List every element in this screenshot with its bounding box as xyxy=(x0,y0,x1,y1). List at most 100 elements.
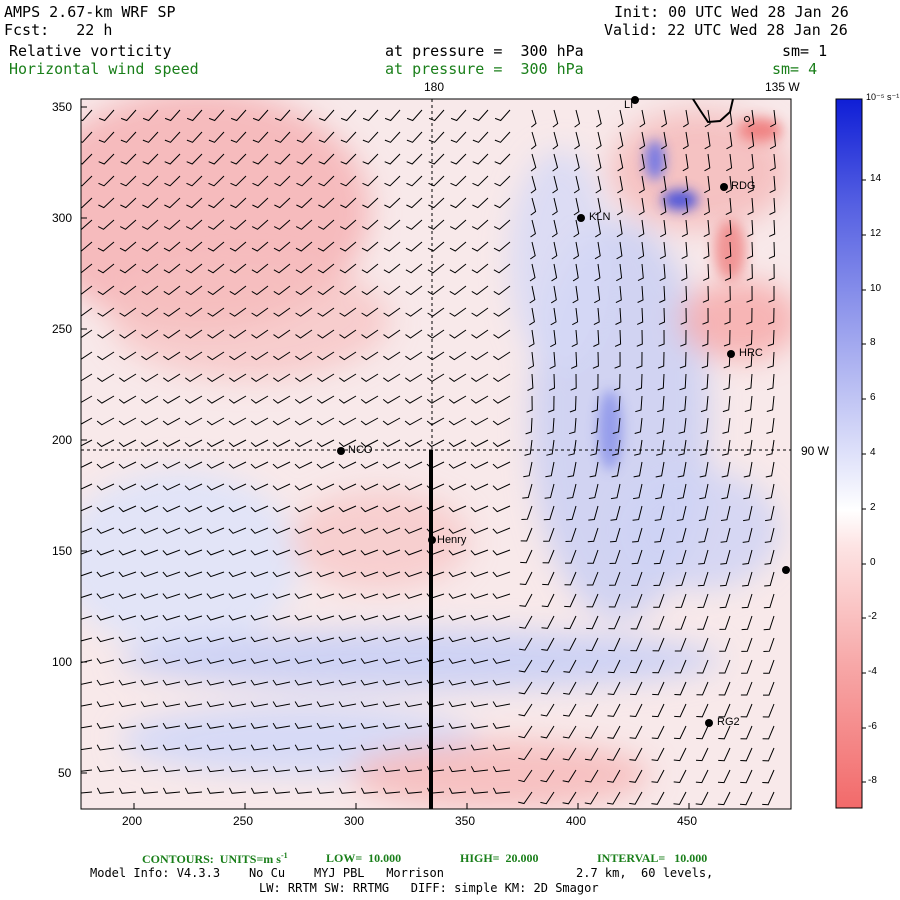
wind-barb xyxy=(382,701,401,708)
wind-barb xyxy=(81,483,93,490)
wind-barb xyxy=(185,241,203,252)
wind-barb xyxy=(563,681,577,695)
wind-barb xyxy=(119,373,137,383)
wind-barb xyxy=(274,109,291,122)
wind-barb xyxy=(494,175,511,187)
wind-barb xyxy=(629,703,643,718)
wind-barb xyxy=(272,483,291,491)
wind-barb xyxy=(680,307,687,325)
wind-barb xyxy=(140,701,159,708)
wind-barb xyxy=(703,219,710,238)
wind-barb xyxy=(162,571,181,578)
wind-barb xyxy=(449,351,467,361)
wind-barb xyxy=(206,417,225,426)
wind-barb xyxy=(404,571,423,578)
wind-barb xyxy=(764,549,775,565)
wind-barb xyxy=(294,483,313,491)
wind-barb xyxy=(492,549,511,556)
wind-barb xyxy=(745,329,753,347)
wind-barb xyxy=(427,263,445,274)
wind-barb xyxy=(610,483,621,500)
wind-barb xyxy=(492,744,511,751)
wind-barb xyxy=(362,197,379,209)
wind-barb xyxy=(767,307,775,325)
wind-barb xyxy=(762,703,775,718)
vorticity-field xyxy=(81,99,791,809)
wind-barb xyxy=(250,787,269,794)
wind-barb xyxy=(493,307,511,317)
wind-barb xyxy=(339,219,357,230)
wind-barb xyxy=(428,175,445,187)
x-tick-200: 200 xyxy=(122,814,143,828)
wind-barb xyxy=(696,703,709,718)
wind-barb xyxy=(572,263,579,282)
wind-barb xyxy=(492,505,511,513)
wind-barb xyxy=(742,571,753,587)
wind-barb xyxy=(81,439,93,447)
wind-barb xyxy=(383,307,401,317)
wind-barb xyxy=(404,549,423,556)
wind-barb xyxy=(316,483,335,491)
wind-barb xyxy=(450,197,467,209)
wind-barb xyxy=(470,461,489,469)
wind-barb xyxy=(118,417,137,426)
wind-barb xyxy=(339,285,357,296)
wind-barb xyxy=(765,461,775,478)
wind-barb xyxy=(382,722,401,729)
wind-barb xyxy=(317,219,335,230)
wind-barb xyxy=(586,571,599,586)
valid-time: Valid: 22 UTC Wed 28 Jan 26 xyxy=(604,21,848,39)
wind-barb xyxy=(608,593,621,608)
wind-barb xyxy=(384,131,401,143)
wind-barb xyxy=(629,725,643,739)
wind-barb xyxy=(450,131,467,143)
wind-barb xyxy=(251,373,269,383)
wind-barb xyxy=(448,701,467,708)
wind-barb xyxy=(723,373,731,391)
wind-barb xyxy=(228,766,247,773)
wind-barb xyxy=(316,505,335,513)
wind-barb xyxy=(382,527,401,534)
wind-barb xyxy=(651,725,665,740)
wind-barb xyxy=(272,571,291,578)
wind-barb xyxy=(119,219,137,230)
wind-barb xyxy=(726,153,733,172)
wind-barb xyxy=(228,722,247,729)
wind-barb xyxy=(449,219,467,230)
coastline xyxy=(692,98,734,124)
wind-barb xyxy=(724,308,731,325)
wind-barb xyxy=(703,241,710,259)
wind-barb xyxy=(96,614,115,621)
wind-barb xyxy=(228,701,247,708)
wind-barb xyxy=(316,439,335,448)
wind-barb xyxy=(294,614,313,621)
wind-barb xyxy=(317,373,335,383)
wind-barb xyxy=(185,307,203,317)
wind-barb xyxy=(184,417,203,426)
wind-barb xyxy=(81,461,93,468)
wind-barb xyxy=(518,681,533,695)
wind-barb xyxy=(338,658,357,664)
wind-barb xyxy=(607,725,621,739)
wind-barb xyxy=(450,175,467,187)
wind-barb xyxy=(228,461,247,469)
cb-label-14: 14 xyxy=(870,173,882,184)
wind-barb xyxy=(318,197,335,209)
wind-barb xyxy=(741,615,753,631)
contours-high: HIGH= 20.000 xyxy=(460,851,539,865)
wind-barb xyxy=(360,483,379,491)
wind-barb xyxy=(653,549,665,565)
wind-barb xyxy=(428,109,445,122)
wind-barb xyxy=(120,109,137,122)
wind-barb xyxy=(530,175,537,194)
wind-barb xyxy=(630,615,643,630)
wind-barb xyxy=(361,307,379,317)
wind-barb xyxy=(449,285,467,296)
wind-barb xyxy=(701,351,709,369)
wind-barb xyxy=(530,219,536,238)
wind-barb xyxy=(742,549,753,565)
wind-barb xyxy=(317,285,335,296)
wind-barb xyxy=(766,417,775,434)
wind-barb xyxy=(184,722,203,729)
wind-barb xyxy=(739,791,753,806)
